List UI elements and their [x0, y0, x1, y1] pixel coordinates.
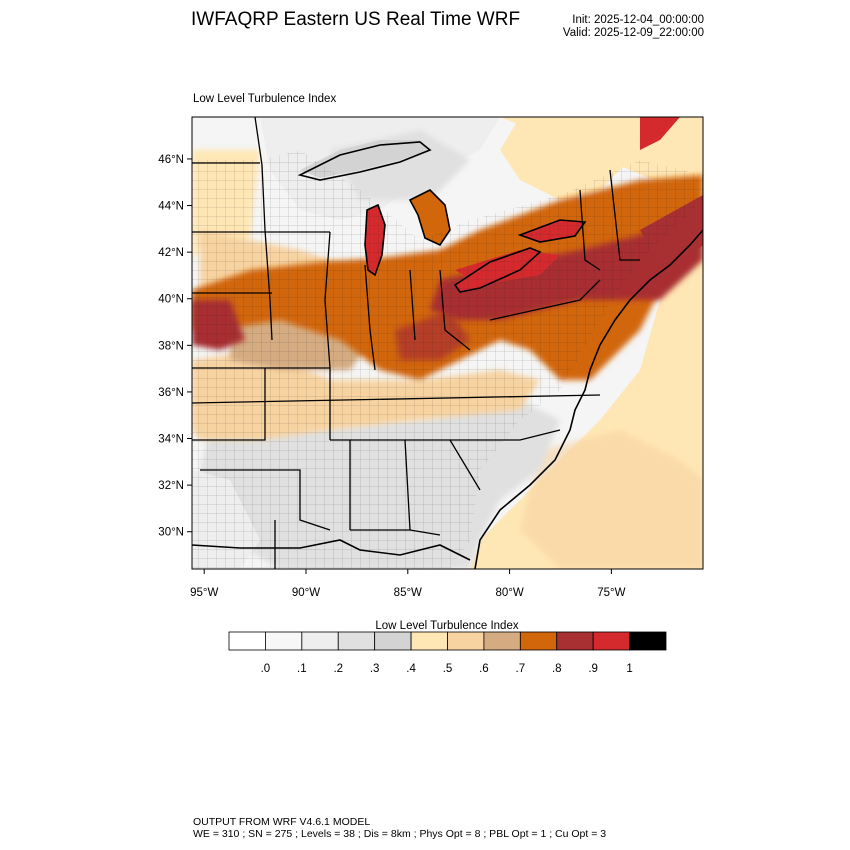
main-title: IWFAQRP Eastern US Real Time WRF	[191, 9, 521, 30]
footer-model-line: OUTPUT FROM WRF V4.6.1 MODEL	[193, 816, 371, 828]
colorbar-tick-label: .9	[588, 663, 598, 675]
lat-tick-label: 36°N	[158, 387, 184, 399]
colorbar-tick-label: .4	[406, 663, 416, 675]
colorbar-labels: .0 .1 .2 .3 .4 .5 .6 .7 .8 .9 1	[261, 663, 633, 675]
lat-tick-label: 32°N	[158, 480, 184, 492]
lon-tick-label: 75°W	[597, 587, 625, 599]
lon-tick-label: 95°W	[190, 587, 218, 599]
lon-tick-label: 90°W	[292, 587, 320, 599]
colorbar-tick-label: .0	[261, 663, 271, 675]
map-frame	[191, 116, 704, 570]
lon-tick-label: 80°W	[495, 587, 523, 599]
colorbar-swatch	[447, 631, 485, 651]
longitude-ticks: 95°W 90°W 85°W 80°W 75°W	[190, 569, 626, 599]
lat-tick-label: 30°N	[158, 527, 184, 539]
valid-time: Valid: 2025-12-09_22:00:00	[562, 27, 704, 39]
turbulence-field	[192, 117, 703, 569]
colorbar-tick-label: .3	[370, 663, 380, 675]
colorbar-tick-label: .1	[297, 663, 307, 675]
colorbar-tick-label: .6	[479, 663, 489, 675]
panel-title: Low Level Turbulence Index	[193, 93, 337, 105]
lat-tick-label: 46°N	[158, 154, 184, 166]
colorbar-swatch	[374, 631, 412, 651]
colorbar-swatch	[228, 631, 266, 651]
colorbar-swatch	[483, 631, 521, 651]
colorbar-swatch	[337, 631, 376, 651]
lat-tick-label: 44°N	[158, 201, 184, 213]
lat-tick-label: 34°N	[158, 434, 184, 446]
state-borders	[192, 117, 640, 569]
colorbar-swatch	[265, 631, 303, 651]
colorbar-title: Low Level Turbulence Index	[375, 620, 518, 632]
colorbar-swatch	[301, 631, 339, 651]
colorbar-swatch	[519, 631, 558, 651]
colorbar-swatch	[629, 631, 667, 651]
lat-tick-label: 38°N	[158, 340, 184, 352]
colorbar-swatch	[556, 631, 594, 651]
colorbar-swatch	[410, 631, 448, 651]
colorbar-tick-label: .2	[333, 663, 343, 675]
lat-tick-label: 40°N	[158, 294, 184, 306]
coastline	[192, 141, 703, 569]
colorbar-tick-label: .8	[552, 663, 562, 675]
latitude-ticks: 46°N 44°N 42°N 40°N 38°N 36°N 34°N 32°N 30°N	[158, 154, 192, 539]
lon-tick-label: 85°W	[394, 587, 422, 599]
lat-tick-label: 42°N	[158, 247, 184, 259]
colorbar-tick-label: 1	[626, 663, 632, 675]
colorbar-swatch	[592, 631, 630, 651]
init-time: Init: 2025-12-04_00:00:00	[572, 14, 704, 26]
colorbar-tick-label: .7	[516, 663, 526, 675]
colorbar-tick-label: .5	[443, 663, 453, 675]
colorbar	[228, 631, 667, 651]
footer-config-line: WE = 310 ; SN = 275 ; Levels = 38 ; Dis …	[193, 828, 607, 840]
